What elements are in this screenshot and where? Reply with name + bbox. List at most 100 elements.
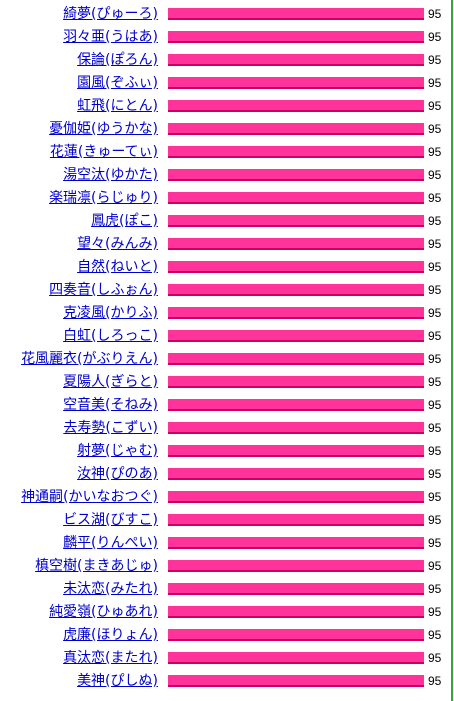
ranking-name-link[interactable]: 四奏音(しふぉん) (49, 282, 158, 298)
score-value: 95 (428, 490, 442, 504)
ranking-row: 楽瑞凛(らじゅり) 95 (0, 187, 450, 210)
score-bar (168, 445, 424, 457)
score-bar (168, 146, 424, 158)
score-value: 95 (428, 260, 442, 274)
ranking-name-link[interactable]: 麟平(りんぺい) (63, 535, 158, 551)
score-bar (168, 261, 424, 273)
ranking-name-link[interactable]: 克凌風(かりふ) (63, 305, 158, 321)
ranking-name-link[interactable]: 槙空樹(まきあじゅ) (35, 558, 158, 574)
score-bar (168, 422, 424, 434)
score-value: 95 (428, 329, 442, 343)
ranking-name-link[interactable]: 憂伽姫(ゆうかな) (49, 121, 158, 137)
ranking-row: 園風(ぞふぃ) 95 (0, 72, 450, 95)
ranking-name-link[interactable]: ビス湖(びすこ) (63, 512, 158, 528)
ranking-name-link[interactable]: 真汰恋(またれ) (63, 650, 158, 666)
ranking-name-link[interactable]: 美神(ぴしぬ) (77, 673, 158, 689)
score-bar (168, 514, 424, 526)
ranking-name-link[interactable]: 綺夢(ぴゅーろ) (63, 6, 158, 22)
ranking-name-link[interactable]: 園風(ぞふぃ) (77, 75, 158, 91)
score-bar (168, 77, 424, 89)
ranking-name-link[interactable]: 楽瑞凛(らじゅり) (49, 190, 158, 206)
ranking-row: 夏陽人(ぎらと) 95 (0, 371, 450, 394)
score-value: 95 (428, 398, 442, 412)
ranking-row: 鳳虎(ぽこ) 95 (0, 210, 450, 233)
score-value: 95 (428, 30, 442, 44)
ranking-row: 克凌風(かりふ) 95 (0, 302, 450, 325)
score-value: 95 (428, 214, 442, 228)
ranking-name-link[interactable]: 白虹(しろっこ) (63, 328, 158, 344)
ranking-name-link[interactable]: 汝神(ぴのあ) (77, 466, 158, 482)
ranking-name-link[interactable]: 望々(みんみ) (77, 236, 158, 252)
score-value: 95 (428, 421, 442, 435)
score-bar (168, 123, 424, 135)
ranking-row: 花蓮(きゅーてぃ) 95 (0, 141, 450, 164)
ranking-row: 麟平(りんぺい) 95 (0, 532, 450, 555)
score-bar (168, 491, 424, 503)
score-bar (168, 629, 424, 641)
score-value: 95 (428, 628, 442, 642)
ranking-row: 未汰恋(みたれ) 95 (0, 578, 450, 601)
ranking-row: 花風麗衣(がぶりえん) 95 (0, 348, 450, 371)
ranking-name-link[interactable]: 空音美(そねみ) (63, 397, 158, 413)
ranking-name-link[interactable]: 羽々亜(うはあ) (63, 29, 158, 45)
ranking-name-link[interactable]: 湯空汰(ゆかた) (63, 167, 158, 183)
ranking-name-link[interactable]: 保論(ぽろん) (77, 52, 158, 68)
score-value: 95 (428, 467, 442, 481)
ranking-name-link[interactable]: 花蓮(きゅーてぃ) (49, 144, 158, 160)
score-value: 95 (428, 375, 442, 389)
ranking-row: 空音美(そねみ) 95 (0, 394, 450, 417)
ranking-row: 綺夢(ぴゅーろ) 95 (0, 3, 450, 26)
score-bar (168, 307, 424, 319)
score-bar (168, 8, 424, 20)
score-bar (168, 169, 424, 181)
ranking-row: 真汰恋(またれ) 95 (0, 647, 450, 670)
score-bar (168, 31, 424, 43)
score-value: 95 (428, 168, 442, 182)
ranking-name-link[interactable]: 夏陽人(ぎらと) (63, 374, 158, 390)
ranking-row: 白虹(しろっこ) 95 (0, 325, 450, 348)
score-value: 95 (428, 283, 442, 297)
score-value: 95 (428, 191, 442, 205)
score-value: 95 (428, 237, 442, 251)
ranking-name-link[interactable]: 射夢(じゃむ) (77, 443, 158, 459)
ranking-name-link[interactable]: 自然(ねいと) (77, 259, 158, 275)
score-bar (168, 54, 424, 66)
score-value: 95 (428, 513, 442, 527)
ranking-row: 槙空樹(まきあじゅ) 95 (0, 555, 450, 578)
right-border-line (451, 0, 453, 701)
ranking-row: 虎廉(ほりょん) 95 (0, 624, 450, 647)
ranking-row: 憂伽姫(ゆうかな) 95 (0, 118, 450, 141)
ranking-name-link[interactable]: 虹飛(にとん) (77, 98, 158, 114)
ranking-list: 綺夢(ぴゅーろ) 95 羽々亜(うはあ) 95 保論(ぽろん) 95 園風(ぞふぃ) 95 虹飛… (0, 3, 450, 693)
score-bar (168, 284, 424, 296)
score-value: 95 (428, 582, 442, 596)
score-value: 95 (428, 99, 442, 113)
score-bar (168, 215, 424, 227)
ranking-row: 羽々亜(うはあ) 95 (0, 26, 450, 49)
score-value: 95 (428, 651, 442, 665)
score-bar (168, 537, 424, 549)
score-value: 95 (428, 306, 442, 320)
ranking-name-link[interactable]: 去寿勢(こずい) (63, 420, 158, 436)
ranking-name-link[interactable]: 鳳虎(ぽこ) (91, 213, 158, 229)
ranking-name-link[interactable]: 神通嗣(かいなおつぐ) (21, 489, 158, 505)
ranking-row: 自然(ねいと) 95 (0, 256, 450, 279)
ranking-row: 去寿勢(こずい) 95 (0, 417, 450, 440)
score-bar (168, 606, 424, 618)
score-value: 95 (428, 145, 442, 159)
score-bar (168, 560, 424, 572)
ranking-name-link[interactable]: 未汰恋(みたれ) (63, 581, 158, 597)
score-value: 95 (428, 674, 442, 688)
ranking-name-link[interactable]: 虎廉(ほりょん) (63, 627, 158, 643)
ranking-name-link[interactable]: 花風麗衣(がぶりえん) (21, 351, 158, 367)
score-bar (168, 675, 424, 687)
score-value: 95 (428, 76, 442, 90)
score-value: 95 (428, 536, 442, 550)
score-bar (168, 192, 424, 204)
ranking-row: 神通嗣(かいなおつぐ) 95 (0, 486, 450, 509)
score-bar (168, 399, 424, 411)
ranking-row: 射夢(じゃむ) 95 (0, 440, 450, 463)
score-bar (168, 468, 424, 480)
ranking-name-link[interactable]: 純愛嶺(ひゅあれ) (49, 604, 158, 620)
score-value: 95 (428, 53, 442, 67)
